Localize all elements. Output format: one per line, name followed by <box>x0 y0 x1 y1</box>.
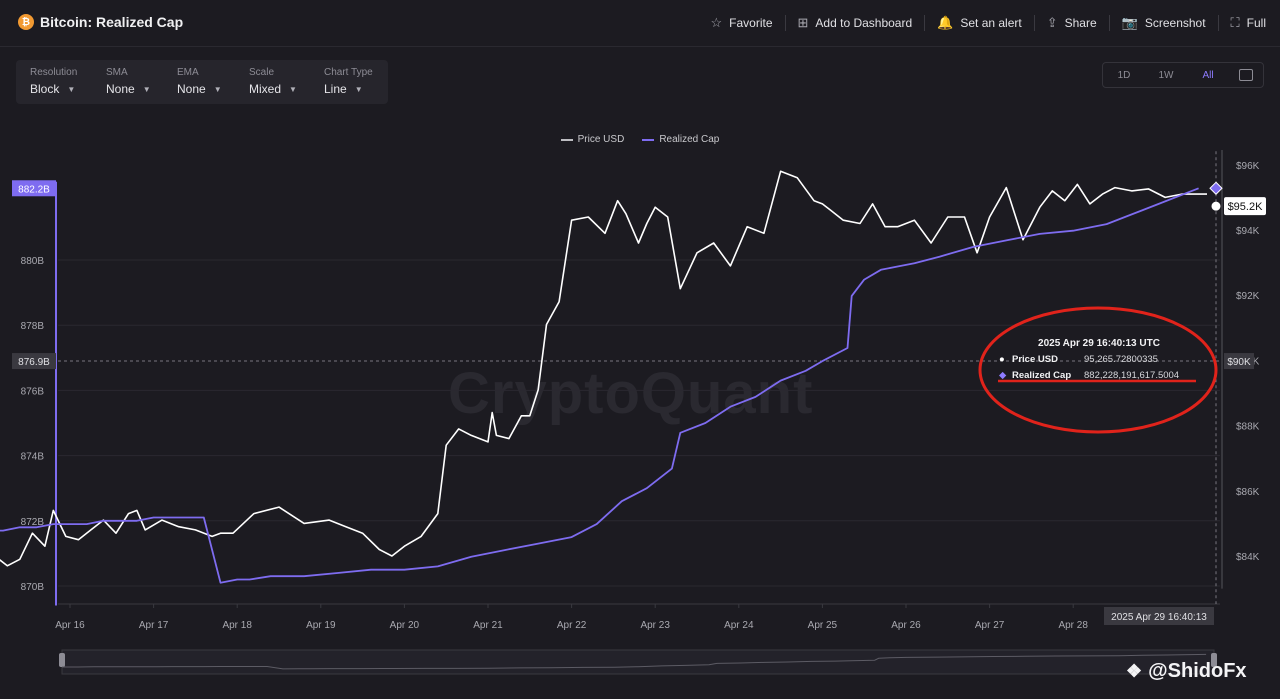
dashboard-icon: ⊞ <box>797 15 809 30</box>
range-navigator <box>61 649 1215 675</box>
legend-price[interactable]: Price USD <box>560 134 624 145</box>
current-right-label-bg <box>1224 197 1266 216</box>
navigator-line <box>62 653 1207 670</box>
x-tick-label: Apr 22 <box>557 620 587 631</box>
tooltip-title: 2025 Apr 29 16:40:13 UTC <box>1038 338 1160 349</box>
x-tick-label: Apr 27 <box>975 620 1005 631</box>
right-tick-label: $92K <box>1236 291 1260 302</box>
top-bar: ₿ Bitcoin: Realized Cap ☆ Favorite ⊞ Add t… <box>0 0 1280 47</box>
x-tick-label: Apr 21 <box>473 620 503 631</box>
left-tick-label: 870B <box>21 582 45 593</box>
chevron-down-icon: ▼ <box>289 84 297 94</box>
chevron-down-icon: ▼ <box>213 84 222 94</box>
calendar-icon[interactable] <box>1239 69 1253 81</box>
chart-area[interactable]: 870B 872B 874B 876B 878B 880B $84K $86K $88K $90K… <box>0 150 1280 699</box>
range-1d[interactable]: 1D <box>1117 69 1131 81</box>
range-1w[interactable]: 1W <box>1158 69 1174 81</box>
page-title: Bitcoin: Realized Cap <box>40 14 184 30</box>
chart-type-select[interactable]: Chart Type Line ▼ <box>324 67 373 96</box>
screenshot-button[interactable]: 📷 Screenshot <box>1110 15 1219 31</box>
current-right-label: $95.2K <box>1228 201 1264 213</box>
navigator-left-handle <box>59 653 65 667</box>
circle-marker-icon: ● <box>999 354 1005 365</box>
chevron-down-icon: ▼ <box>354 84 363 94</box>
diamond-marker-icon: ◆ <box>999 370 1007 381</box>
crosshair-left-label-bg <box>12 353 56 370</box>
diamond-logo-icon: ❖ <box>1126 661 1143 681</box>
current-left-label-bg <box>12 180 56 197</box>
chevron-down-icon: ▼ <box>67 84 76 94</box>
add-to-dashboard-button[interactable]: ⊞ Add to Dashboard <box>786 15 926 31</box>
crosshair-right-label: $90K <box>1227 357 1251 368</box>
x-tick-label: Apr 24 <box>724 620 754 631</box>
left-tick-label: 876B <box>21 386 45 397</box>
favorite-button[interactable]: ☆ Favorite <box>699 15 786 31</box>
header-actions: ☆ Favorite ⊞ Add to Dashboard 🔔 Set an aler… <box>699 15 1266 31</box>
fullscreen-icon: ⛶ <box>1230 15 1240 30</box>
brand: ₿ Bitcoin: Realized Cap <box>18 14 183 30</box>
x-tick-label: Apr 16 <box>55 620 85 631</box>
x-tick-label: Apr 17 <box>139 620 169 631</box>
bell-icon: 🔔 <box>937 15 954 30</box>
realized-cap-marker <box>1209 181 1223 195</box>
x-tick-label: Apr 19 <box>306 620 336 631</box>
crosshair-time-label-bg <box>1104 607 1214 625</box>
right-tick-label: $94K <box>1236 226 1260 237</box>
range-selector: 1D 1W All <box>1102 62 1264 88</box>
left-tick-label: 874B <box>21 452 45 463</box>
crosshair-time-label: 2025 Apr 29 16:40:13 <box>1111 612 1207 623</box>
scale-select[interactable]: Scale Mixed ▼ <box>249 67 297 96</box>
right-tick-label: $86K <box>1236 487 1260 498</box>
right-tick-label: $84K <box>1236 552 1260 563</box>
share-button[interactable]: ⇪ Share <box>1035 15 1110 31</box>
bitcoin-icon: ₿ <box>18 14 34 30</box>
chart-controls: Resolution Block ▼ SMA None ▼ EMA None ▼ Sc… <box>16 60 388 104</box>
range-all[interactable]: All <box>1202 69 1214 81</box>
share-icon: ⇪ <box>1046 15 1058 30</box>
right-tick-label: $88K <box>1236 422 1260 433</box>
left-tick-label: 878B <box>21 321 45 332</box>
set-alert-button[interactable]: 🔔 Set an alert <box>925 15 1035 31</box>
annotation-ellipse <box>978 306 1218 434</box>
crosshair-right-label-bg <box>1224 353 1254 370</box>
left-tick-label: 880B <box>21 256 45 267</box>
tooltip-row-realized-cap: ◆ Realized Cap 882,228,191,617.5004 <box>999 370 1180 381</box>
crosshair-left-label: 876.9B <box>18 357 50 368</box>
author-handle: ❖ @ShidoFx <box>1126 660 1247 682</box>
sma-select[interactable]: SMA None ▼ <box>106 67 151 96</box>
legend-realized-cap[interactable]: Realized Cap <box>642 134 719 145</box>
x-tick-label: Apr 23 <box>640 620 670 631</box>
left-tick-label: 872B <box>21 517 45 528</box>
realized-cap-line <box>0 187 1199 584</box>
x-tick-label: Apr 26 <box>891 620 921 631</box>
price-line <box>0 170 1207 567</box>
current-left-label: 882.2B <box>18 184 50 195</box>
star-icon: ☆ <box>710 15 723 30</box>
fullscreen-button[interactable]: ⛶ Full <box>1230 15 1266 30</box>
navigator-right-handle <box>1211 653 1217 667</box>
x-tick-label: Apr 20 <box>390 620 420 631</box>
x-tick-label: Apr 25 <box>808 620 838 631</box>
tooltip: 2025 Apr 29 16:40:13 UTC ● Price USD 95,… <box>999 338 1199 381</box>
camera-icon: 📷 <box>1121 15 1138 30</box>
watermark: CryptoQuant <box>448 361 814 426</box>
chevron-down-icon: ▼ <box>142 84 151 94</box>
x-tick-label: Apr 18 <box>222 620 252 631</box>
resolution-select[interactable]: Resolution Block ▼ <box>30 67 78 96</box>
x-tick-label: Apr 28 <box>1058 620 1088 631</box>
chart-legend: Price USD Realized Cap <box>0 134 1280 145</box>
ema-select[interactable]: EMA None ▼ <box>177 67 222 96</box>
price-marker <box>1211 201 1221 211</box>
tooltip-row-price: ● Price USD 95,265.72800335 <box>999 354 1158 365</box>
right-tick-label: $96K <box>1236 161 1260 172</box>
